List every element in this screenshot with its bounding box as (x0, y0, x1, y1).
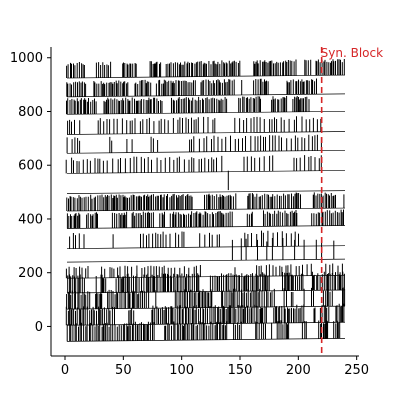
y-tick-label: 600 (18, 159, 43, 174)
trace-spikes (66, 320, 341, 342)
y-tick-label: 0 (35, 320, 43, 335)
trace-15 (66, 59, 346, 79)
trace-spikes (66, 96, 310, 115)
trace-baseline (66, 131, 346, 135)
trace-baseline (66, 245, 346, 250)
x-tick-label: 0 (61, 363, 69, 378)
y-tick-label: 200 (18, 266, 43, 281)
trace-baseline (66, 149, 346, 154)
trace-spikes (66, 134, 322, 154)
trace-baseline (66, 289, 346, 294)
ticks-layer: 0 50 100 150 200 250 0 200 400 600 800 1000 (10, 51, 369, 378)
trace-baseline (66, 274, 346, 279)
annotation-layer: Syn. Block (321, 46, 383, 356)
axes-layer (50, 47, 359, 357)
trace-baseline (66, 258, 346, 263)
trace-spikes (67, 271, 345, 293)
y-tick-label: 800 (18, 105, 43, 120)
trace-spikes (65, 303, 345, 326)
trace-13 (66, 96, 346, 115)
trace-4 (65, 263, 346, 279)
trace-spikes (69, 230, 299, 249)
trace-spikes (66, 59, 345, 78)
x-tick-label: 100 (169, 363, 194, 378)
y-tick-label: 1000 (10, 51, 43, 66)
trace-baseline (66, 338, 346, 342)
syn-block-label: Syn. Block (321, 46, 383, 60)
traces-layer (65, 59, 346, 342)
x-tick-label: 250 (344, 363, 369, 378)
trace-14 (66, 78, 346, 98)
trace-0 (66, 320, 346, 342)
trace-spikes (66, 209, 344, 229)
trace-spikes (66, 192, 345, 211)
trace-spikes (66, 78, 317, 97)
trace-8 (66, 192, 346, 212)
x-tick-label: 50 (115, 363, 132, 378)
x-tick-label: 150 (228, 363, 253, 378)
x-tick-label: 200 (286, 363, 311, 378)
trace-12 (66, 116, 346, 135)
trace-1 (65, 303, 346, 326)
trace-baseline (66, 110, 346, 115)
trace-spikes (66, 287, 346, 310)
trace-9 (66, 170, 346, 194)
trace-6 (66, 230, 346, 250)
trace-11 (66, 134, 346, 154)
trace-2 (66, 287, 346, 310)
trace-baseline (66, 74, 346, 79)
trace-spikes (67, 116, 322, 135)
trace-baseline (66, 305, 346, 310)
trace-baseline (66, 170, 346, 174)
trace-3 (66, 271, 346, 294)
trace-5 (66, 238, 346, 263)
trace-baseline (66, 225, 346, 229)
trace-10 (65, 155, 346, 174)
trace-spikes (65, 155, 322, 174)
y-tick-label: 400 (18, 212, 43, 227)
trace-7 (66, 209, 346, 229)
trace-baseline (66, 190, 346, 194)
trace-spikes (65, 263, 343, 279)
